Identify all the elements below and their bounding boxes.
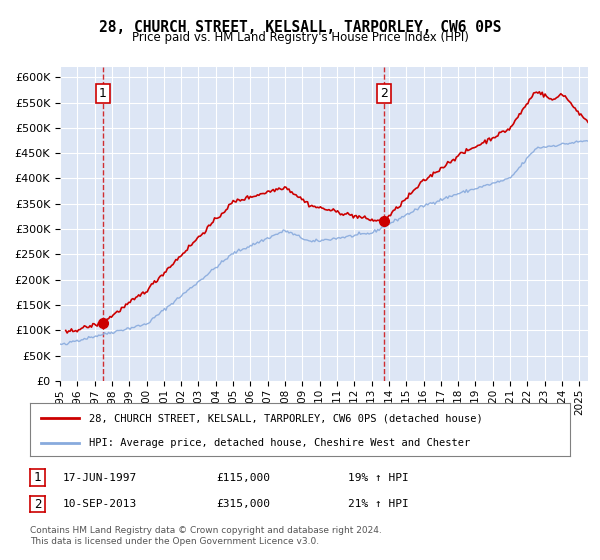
Text: 2: 2: [380, 87, 388, 100]
Text: £115,000: £115,000: [216, 473, 270, 483]
Text: HPI: Average price, detached house, Cheshire West and Chester: HPI: Average price, detached house, Ches…: [89, 438, 470, 448]
Text: Price paid vs. HM Land Registry's House Price Index (HPI): Price paid vs. HM Land Registry's House …: [131, 31, 469, 44]
Text: £315,000: £315,000: [216, 499, 270, 509]
Text: 1: 1: [34, 471, 41, 484]
Text: 17-JUN-1997: 17-JUN-1997: [63, 473, 137, 483]
Text: Contains HM Land Registry data © Crown copyright and database right 2024.
This d: Contains HM Land Registry data © Crown c…: [30, 526, 382, 546]
Text: 10-SEP-2013: 10-SEP-2013: [63, 499, 137, 509]
Text: 28, CHURCH STREET, KELSALL, TARPORLEY, CW6 0PS: 28, CHURCH STREET, KELSALL, TARPORLEY, C…: [99, 20, 501, 35]
Text: 28, CHURCH STREET, KELSALL, TARPORLEY, CW6 0PS (detached house): 28, CHURCH STREET, KELSALL, TARPORLEY, C…: [89, 413, 483, 423]
Text: 19% ↑ HPI: 19% ↑ HPI: [348, 473, 409, 483]
Text: 21% ↑ HPI: 21% ↑ HPI: [348, 499, 409, 509]
Text: 1: 1: [98, 87, 107, 100]
Text: 2: 2: [34, 497, 41, 511]
